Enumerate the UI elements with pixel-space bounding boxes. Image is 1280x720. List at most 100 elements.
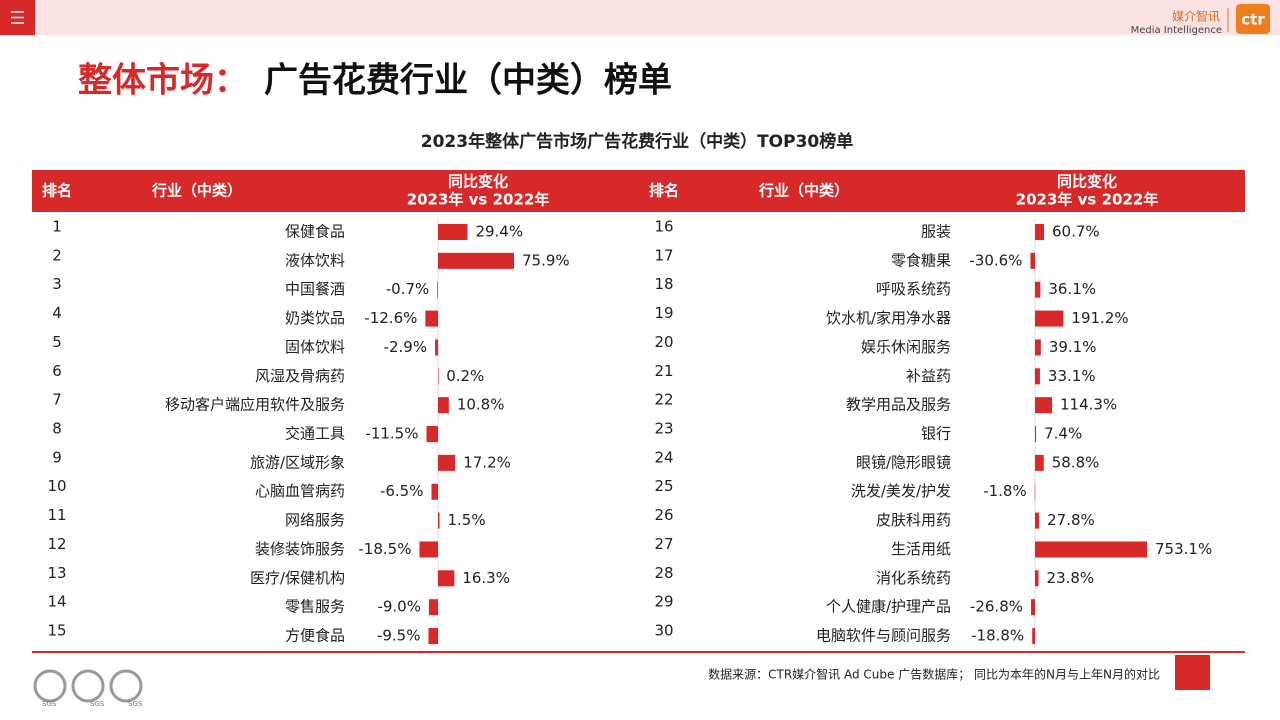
rank: 1: [52, 218, 62, 236]
value-label: -11.5%: [365, 425, 418, 443]
category: 消化系统药: [876, 569, 951, 587]
bar: [1035, 397, 1052, 414]
bar: [428, 599, 438, 616]
bar: [438, 454, 456, 471]
rank: 5: [52, 333, 62, 351]
bar: [438, 512, 440, 529]
value-label: 17.2%: [463, 453, 511, 471]
bar: [435, 339, 438, 356]
value-label: 33.1%: [1048, 367, 1096, 385]
bar: [1035, 368, 1040, 385]
value-label: 29.4%: [475, 223, 523, 241]
bar: [431, 483, 438, 500]
brand-cn: 媒介智讯: [1172, 9, 1220, 24]
value-label: -2.9%: [384, 338, 428, 356]
category: 呼吸系统药: [876, 280, 951, 298]
value-label: -6.5%: [380, 482, 424, 500]
value-label: 60.7%: [1052, 223, 1100, 241]
bar: [1035, 339, 1041, 356]
category: 中国餐酒: [285, 280, 345, 298]
bar: [1035, 541, 1147, 558]
category-header: 行业（中类）: [151, 182, 242, 200]
rank: 15: [47, 622, 66, 640]
rank-header: 排名: [649, 182, 679, 200]
value-label: 27.8%: [1047, 511, 1095, 529]
bar: [1035, 426, 1037, 443]
value-label: 39.1%: [1049, 338, 1097, 356]
change-header: 同比变化: [448, 173, 508, 191]
bar: [1031, 599, 1035, 616]
bar: [1035, 570, 1039, 587]
change-header: 2023年 vs 2022年: [1016, 191, 1159, 209]
category: 补益药: [906, 367, 951, 385]
value-label: 753.1%: [1155, 540, 1212, 558]
rank-header: 排名: [42, 182, 72, 200]
rank: 12: [47, 535, 66, 553]
value-label: -9.5%: [377, 627, 421, 645]
category: 交通工具: [285, 425, 345, 443]
value-label: 58.8%: [1052, 453, 1100, 471]
rank: 23: [654, 420, 673, 438]
bar: [426, 426, 438, 443]
bar: [1035, 512, 1040, 529]
bar: [1034, 483, 1036, 500]
subtitle: 2023年整体广告市场广告花费行业（中类）TOP30榜单: [421, 131, 853, 152]
rank: 19: [654, 304, 673, 322]
category: 零售服务: [285, 598, 345, 616]
rank: 10: [47, 477, 66, 495]
rank: 4: [52, 304, 62, 322]
category: 娱乐休闲服务: [861, 338, 951, 356]
category: 皮肤科用药: [876, 511, 951, 529]
category: 生活用纸: [891, 540, 951, 558]
rank: 24: [654, 448, 673, 466]
rank: 18: [654, 275, 673, 293]
sgs-label: SGS: [90, 700, 105, 708]
rank: 22: [654, 391, 673, 409]
value-label: -18.5%: [358, 540, 411, 558]
change-header: 同比变化: [1057, 173, 1117, 191]
bar: [438, 368, 439, 385]
menu-icon: [11, 11, 24, 24]
rank: 27: [654, 535, 673, 553]
bar: [428, 628, 438, 645]
rank: 28: [654, 564, 673, 582]
value-label: 0.2%: [446, 367, 484, 385]
value-label: 1.5%: [448, 511, 486, 529]
rank: 21: [654, 362, 673, 380]
title-black: 广告花费行业（中类）榜单: [264, 61, 672, 101]
bar: [1035, 310, 1064, 327]
category: 保健食品: [285, 223, 345, 241]
value-label: 10.8%: [457, 396, 505, 414]
sgs-logos: SGS SGS SGS: [33, 669, 143, 708]
rank: 6: [52, 362, 62, 380]
category-header: 行业（中类）: [758, 182, 849, 200]
bar: [438, 570, 455, 587]
value-label: 36.1%: [1048, 280, 1096, 298]
brand-en: Media Intelligence: [1131, 25, 1222, 36]
bar: [438, 252, 514, 269]
category: 装修装饰服务: [255, 540, 345, 558]
category: 个人健康/护理产品: [826, 598, 951, 616]
sgs-label: SGS: [42, 700, 57, 708]
rank: 29: [654, 593, 673, 611]
title-red: 整体市场：: [78, 61, 248, 101]
category: 旅游/区域形象: [250, 453, 345, 471]
rank: 14: [47, 593, 66, 611]
rank: 7: [52, 391, 62, 409]
category: 零食糖果: [891, 251, 951, 269]
category: 风湿及骨病药: [255, 367, 345, 385]
bar: [1032, 628, 1035, 645]
rank: 25: [654, 477, 673, 495]
bar: [437, 281, 438, 298]
logo-box: [1236, 4, 1270, 34]
value-label: -9.0%: [377, 598, 421, 616]
bar: [1030, 252, 1035, 269]
value-label: 114.3%: [1060, 396, 1117, 414]
category: 固体饮料: [285, 338, 345, 356]
category: 服装: [921, 223, 951, 241]
rank: 17: [654, 246, 673, 264]
category: 移动客户端应用软件及服务: [165, 396, 345, 414]
logo: ctr: [1241, 11, 1265, 29]
